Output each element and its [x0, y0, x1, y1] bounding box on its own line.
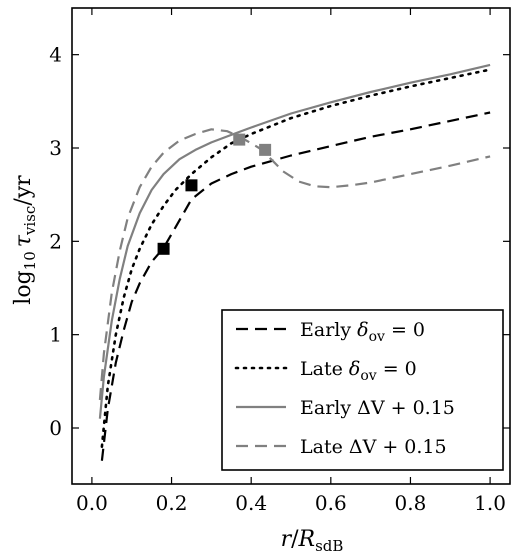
legend-label-early-dnabla: Early ΔV + 0.15: [300, 397, 455, 419]
y-tick-label-2: 2: [49, 229, 62, 253]
y-tick-label-1: 1: [49, 323, 62, 347]
data-marker-0: [157, 242, 170, 255]
legend-label-late-dnabla: Late ΔV + 0.15: [300, 436, 447, 458]
data-marker-1: [185, 179, 198, 192]
y-tick-label-3: 3: [49, 136, 62, 160]
series-line-2: [98, 63, 491, 419]
x-tick-label-0: 0.0: [76, 491, 108, 515]
x-axis-label: r/RsdB: [281, 527, 344, 554]
y-axis-label: log10τvisc/yr: [11, 175, 39, 305]
x-tick-label-1: 0.2: [156, 491, 188, 515]
plot-frame: [71, 7, 511, 485]
data-marker-3: [259, 143, 272, 156]
x-tick-label-2: 0.4: [235, 491, 267, 515]
legend-label-early-dov: Early δov = 0: [300, 319, 425, 345]
x-tick-label-3: 0.6: [315, 491, 347, 515]
y-tick-label-4: 4: [49, 43, 62, 67]
series-line-1: [100, 68, 492, 448]
legend-label-late-dov: Late δov = 0: [300, 358, 417, 384]
plot-content: [98, 63, 492, 461]
legend-box: [221, 309, 504, 471]
x-tick-label-5: 1.0: [474, 491, 506, 515]
x-tick-label-4: 0.8: [395, 491, 427, 515]
data-marker-2: [233, 133, 246, 146]
y-tick-label-0: 0: [49, 416, 62, 440]
legend: Early δov = 0 Late δov = 0 Early ΔV + 0.…: [221, 309, 504, 471]
series-line-3: [98, 128, 491, 401]
axis-ticks: 0.0 0.2 0.4 0.6 0.8 1.0 0 1 2 3 4: [49, 8, 510, 515]
